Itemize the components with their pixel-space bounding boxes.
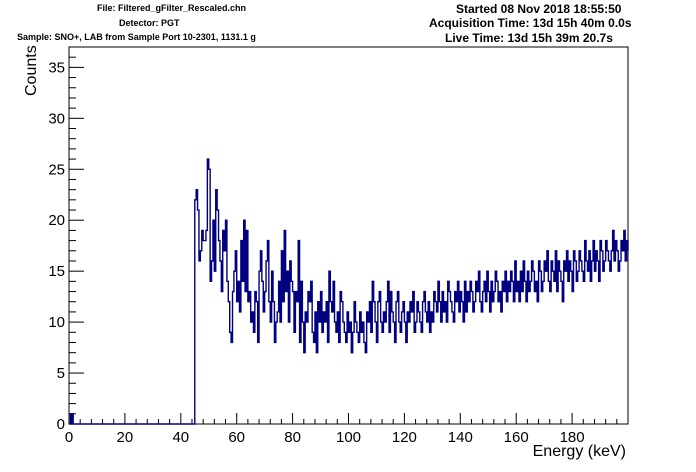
live-time-label: Live Time: 13d 15h 39m 20.7s	[445, 31, 613, 45]
y-axis-title: Counts	[23, 45, 40, 96]
y-tick-label: 10	[48, 314, 65, 331]
plot-frame	[68, 46, 629, 425]
y-tick-label: 15	[48, 263, 65, 280]
y-tick-label: 35	[48, 59, 65, 76]
x-axis-title: Energy (keV)	[533, 443, 626, 460]
x-tick-label: 40	[172, 429, 189, 446]
y-tick-label: 30	[48, 110, 65, 127]
file-label: File: Filtered_gFilter_Rescaled.chn	[97, 3, 247, 13]
y-tick-label: 25	[48, 161, 65, 178]
started-label: Started 08 Nov 2018 18:55:50	[456, 2, 622, 16]
y-tick-label: 5	[57, 365, 65, 382]
x-tick-label: 0	[65, 429, 73, 446]
y-tick-label: 0	[57, 416, 65, 433]
x-tick-label: 20	[117, 429, 134, 446]
x-tick-label: 180	[560, 429, 585, 446]
x-tick-label: 60	[228, 429, 245, 446]
x-tick-label: 100	[336, 429, 361, 446]
x-tick-label: 160	[504, 429, 529, 446]
x-axis-ticks: 0 20 40 60 80 100 120 140 160 180	[65, 413, 629, 446]
sample-label: Sample: SNO+, LAB from Sample Port 10-23…	[17, 32, 256, 42]
x-tick-label: 140	[448, 429, 473, 446]
acquisition-time-label: Acquisition Time: 13d 15h 40m 0.0s	[429, 16, 632, 30]
y-tick-label: 20	[48, 212, 65, 229]
x-tick-label: 120	[392, 429, 417, 446]
detector-label: Detector: PGT	[119, 18, 180, 28]
x-tick-label: 80	[284, 429, 301, 446]
histogram-series	[69, 158, 629, 425]
y-axis-ticks: 0 5 10 15 20 25 30 35	[48, 46, 84, 433]
